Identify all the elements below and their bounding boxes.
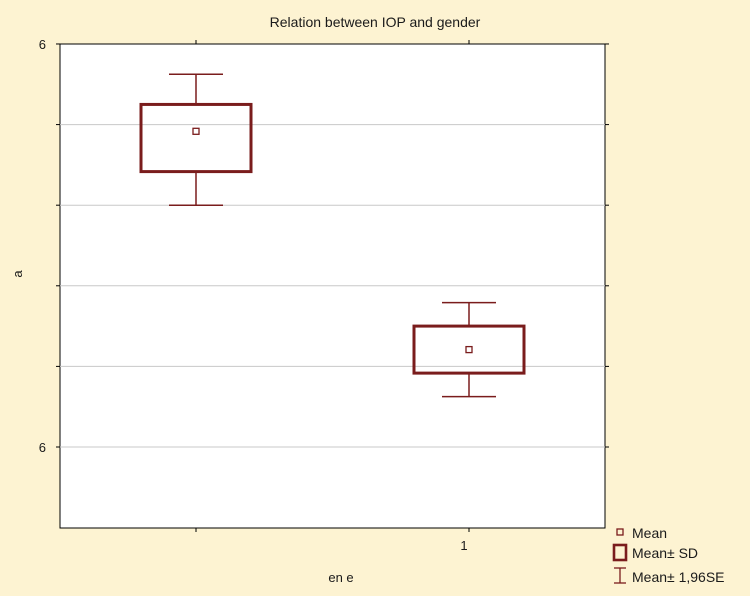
sd-box (139, 102, 253, 174)
box-series (139, 73, 526, 398)
legend-se-label: Mean± 1,96SE (632, 569, 725, 585)
legend-mean-label: Mean (632, 525, 667, 541)
mean-point (465, 345, 473, 354)
x-axis-label: en e (328, 570, 353, 585)
legend-sd-icon (612, 543, 628, 562)
legend-mean-icon (616, 528, 624, 536)
gridlines (60, 124, 605, 448)
y-axis-label: a (10, 270, 25, 278)
box-group (412, 301, 526, 398)
x-tick-label: 1 (460, 538, 467, 553)
y-tick-label: 6 (39, 440, 46, 455)
legend-se-icon (614, 567, 626, 584)
sd-box (412, 324, 526, 375)
legend: Mean Mean± SD Mean± 1,96SE (612, 525, 725, 585)
x-axis-ticks: 1 (195, 40, 470, 553)
y-tick-label: 6 (39, 37, 46, 52)
box-group (139, 73, 253, 206)
chart-title: Relation between IOP and gender (270, 14, 481, 30)
mean-point (192, 127, 200, 135)
legend-sd-label: Mean± SD (632, 545, 698, 561)
y-axis-ticks: 66 (39, 37, 609, 455)
